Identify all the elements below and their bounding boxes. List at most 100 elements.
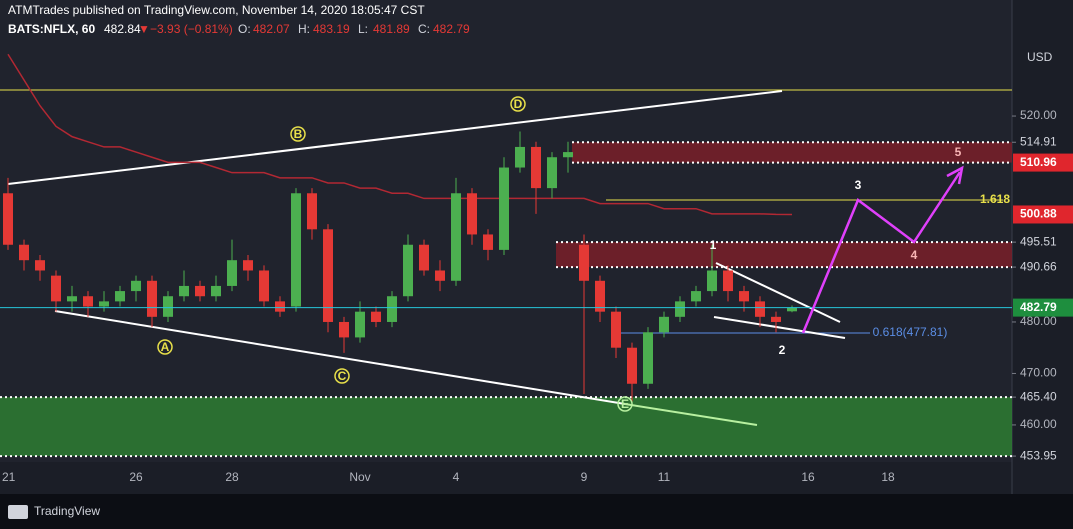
candle-body [387,296,397,322]
price-tag [1013,153,1073,172]
wave-circle [334,368,350,384]
candle-body [67,296,77,302]
wave-circle [510,96,526,112]
candle-body [179,285,189,297]
candle-body [435,270,445,281]
candle-body [659,316,669,333]
wave-label: 3 [855,178,862,192]
moving-average [7,53,793,216]
y-tick-label: 460.00 [1020,417,1057,431]
candle-body [755,301,765,317]
candle-body [403,244,413,297]
ohlc-value: 482.07 [253,22,290,36]
symbol: BATS:NFLX, 60 [8,22,95,36]
ohlc-key: O: [238,22,251,36]
footer-background [0,494,1073,529]
last-price: 482.84 [104,22,141,36]
y-tick-label: 480.00 [1020,314,1057,328]
candle-body [147,280,157,317]
wedge-lower [713,316,846,339]
change: −3.93 (−0.81%) [150,22,233,36]
x-tick-label: Nov [349,470,370,484]
lower-trendline [54,310,626,405]
ohlc-key: L: [358,22,368,36]
wave-label: 2 [779,343,786,357]
publisher: ATMTrades published on TradingView.com, … [8,3,425,17]
candle-body [339,321,349,338]
wave-label: 5 [955,145,962,159]
candle-body [419,244,429,271]
wave-label: E [621,397,629,411]
price-label: 465.40 [1020,389,1057,403]
change-arrow: ▼ [138,22,150,36]
x-tick-label: 28 [225,470,239,484]
candle-body [3,193,13,245]
price-tag [1013,298,1073,317]
x-tick-label: 4 [453,470,460,484]
candle-body [99,301,109,307]
time-axis-background [0,462,1073,494]
currency: USD [1027,50,1053,64]
candle-body [643,332,653,384]
wave-label: D [514,97,523,111]
x-tick-label: 11 [658,470,671,484]
candle-body [243,260,253,271]
y-tick-label: 470.00 [1020,366,1057,380]
wave-label: C [338,369,347,383]
wave-label: 4 [911,248,918,262]
candle-body [195,285,205,297]
candle-body [115,291,125,302]
ohlc-value: 483.19 [313,22,350,36]
candle-body [371,311,381,322]
x-tick-label: 16 [801,470,815,484]
candle-body [323,229,333,322]
ohlc-value: 482.79 [433,22,470,36]
candle-body [499,167,509,250]
price-label: 514.91 [1020,134,1057,148]
wedge-upper [715,262,841,323]
lower-trendline-ext [624,403,758,426]
wave-label: B [294,127,303,141]
x-tick-label: 18 [881,470,895,484]
candle-body [563,152,573,158]
ohlc-key: C: [418,22,430,36]
wave-circle [617,396,633,412]
logo [8,505,28,519]
candle-body [291,193,301,307]
candle-body [211,285,221,297]
price-label: 495.51 [1020,234,1057,248]
wave-circle [290,126,306,142]
candle-body [531,146,541,189]
y-tick-label: 520.00 [1020,108,1057,122]
candle-body [307,193,317,230]
candle-body [35,260,45,271]
ohlc-value: 481.89 [373,22,410,36]
price-label: 510.96 [1020,155,1057,169]
candle-body [259,270,269,302]
footer-brand: TradingView [34,504,100,518]
candle-body [515,146,525,168]
last-price-label: 482.79 [1020,300,1057,314]
candle-body [83,296,93,307]
zone [556,242,1012,268]
candle-body [51,275,61,302]
x-tick-label: 21 [2,470,16,484]
ma-label: 500.88 [1020,207,1057,221]
candle-body [483,234,493,250]
wave-label: 1.618 [980,192,1010,206]
candle-body [131,280,141,292]
price-axis-background [1012,0,1073,462]
candle-body [275,301,285,312]
candle-body [547,157,557,189]
candle-body [227,260,237,286]
candle-body [595,280,605,312]
candle-body [627,347,637,384]
x-tick-label: 9 [581,470,588,484]
candle-body [723,270,733,292]
price-tag [1013,205,1073,224]
candle-body [691,291,701,302]
wave-label: 1 [710,238,717,252]
candle-body [787,307,797,312]
